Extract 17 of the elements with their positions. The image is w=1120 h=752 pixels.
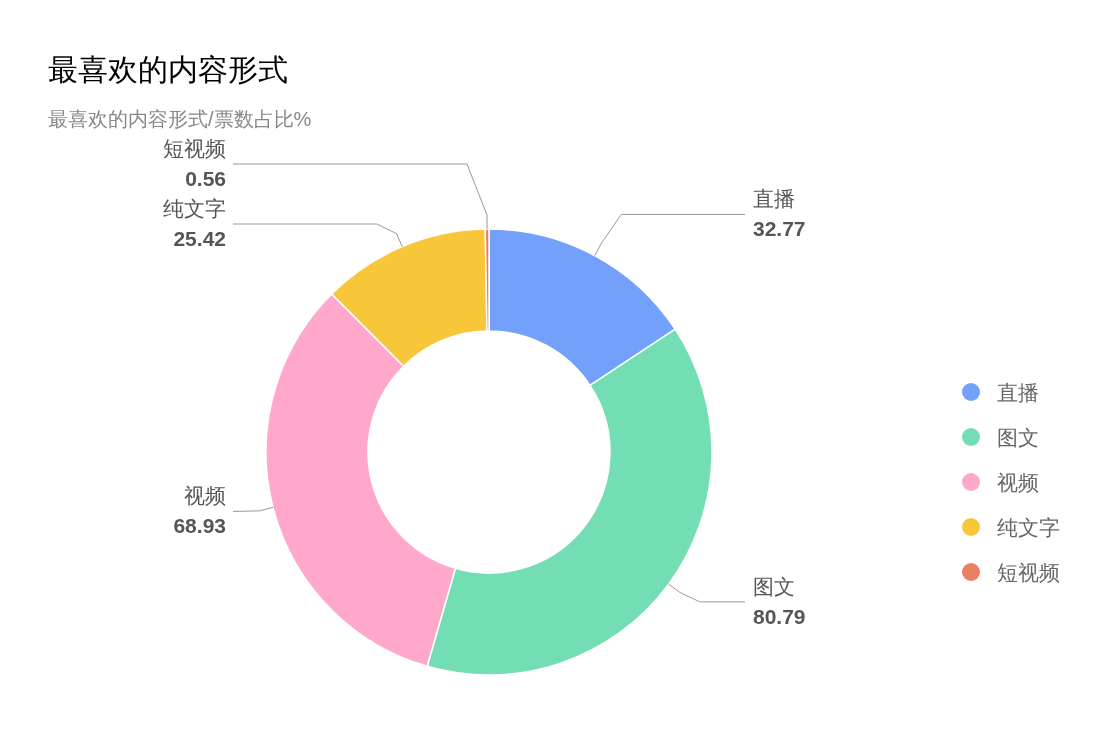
legend-label: 短视频 bbox=[997, 561, 1060, 584]
slice-label: 直播 bbox=[753, 187, 795, 211]
legend-label: 直播 bbox=[997, 381, 1039, 404]
data-label: 32.77 bbox=[753, 217, 806, 241]
data-label: 25.42 bbox=[173, 227, 226, 250]
data-label: 0.56 bbox=[185, 167, 226, 190]
legend-label: 视频 bbox=[997, 471, 1039, 494]
chart-title: 最喜欢的内容形式 bbox=[48, 53, 288, 86]
legend-label: 纯文字 bbox=[997, 516, 1060, 539]
chart-subtitle: 最喜欢的内容形式/票数占比% bbox=[48, 108, 312, 130]
data-label: 80.79 bbox=[753, 604, 806, 628]
legend-label: 图文 bbox=[997, 426, 1039, 449]
slice-label: 图文 bbox=[753, 574, 795, 598]
slice-label: 短视频 bbox=[163, 137, 226, 160]
slice-label: 视频 bbox=[184, 484, 226, 508]
data-label: 68.93 bbox=[173, 514, 226, 538]
slice-label: 纯文字 bbox=[163, 197, 226, 220]
